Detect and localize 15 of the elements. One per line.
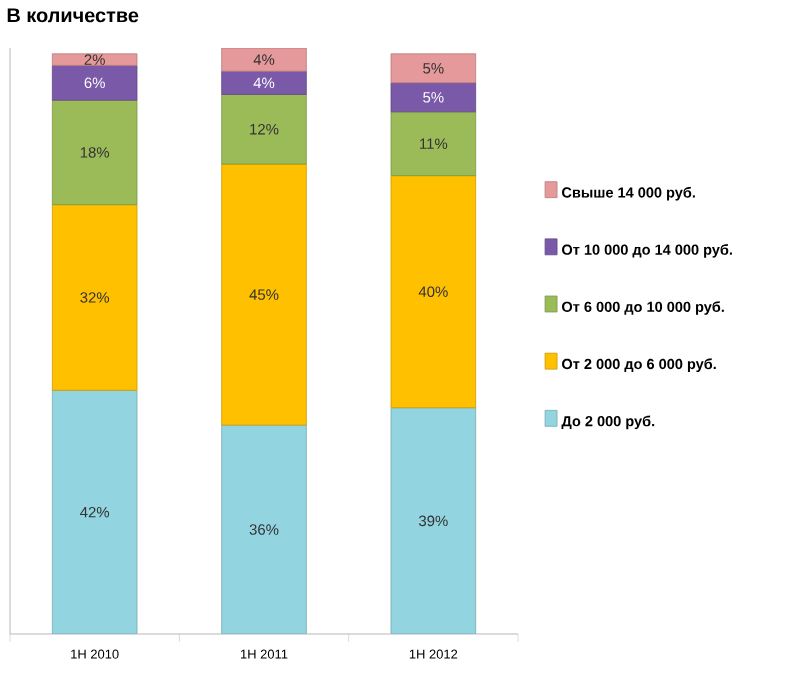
bar xyxy=(51,65,138,101)
bar xyxy=(51,389,138,634)
bar xyxy=(390,175,477,409)
bar xyxy=(390,111,477,177)
bar xyxy=(221,163,307,426)
chart-title: В количестве xyxy=(7,8,139,23)
bar xyxy=(51,204,138,391)
bar xyxy=(390,82,477,113)
bar xyxy=(51,99,138,206)
bar xyxy=(221,94,307,165)
bar xyxy=(221,47,307,72)
bar xyxy=(390,407,477,634)
bar xyxy=(221,424,307,634)
bar xyxy=(390,53,477,84)
bar xyxy=(221,70,307,95)
